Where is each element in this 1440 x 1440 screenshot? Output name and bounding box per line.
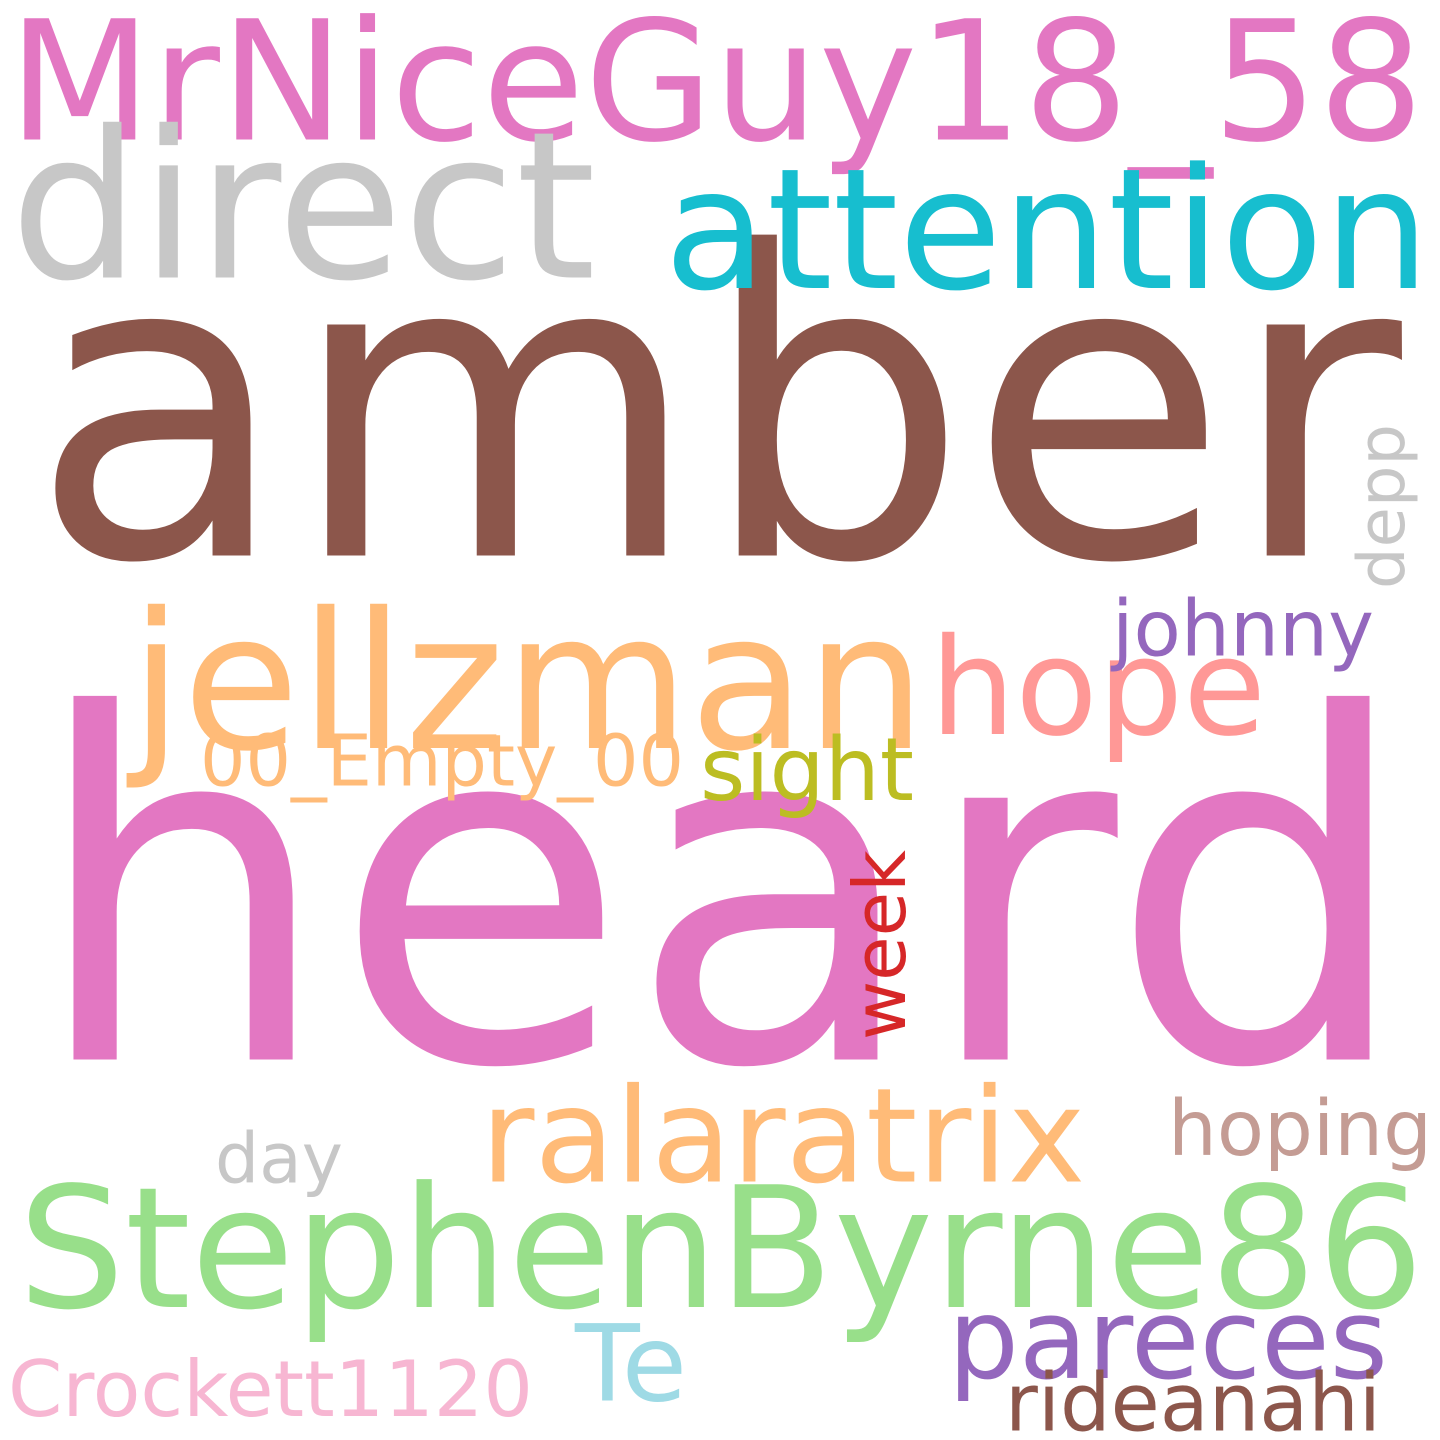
word-heard: heard — [30, 615, 1413, 1173]
word-te: Te — [575, 1303, 687, 1427]
word-crockett1120: Crockett1120 — [8, 1345, 533, 1435]
word-ralaratrix: ralaratrix — [480, 1059, 1086, 1213]
word-direct: direct — [10, 88, 596, 327]
word-rideanahi: rideanahi — [1005, 1356, 1381, 1440]
word-pareces: pareces — [948, 1275, 1388, 1405]
word-johnny: johnny — [1112, 584, 1374, 675]
word-attention: attention — [664, 132, 1430, 328]
word-jellzman: jellzman — [130, 572, 926, 793]
word-hoping: hoping — [1168, 1084, 1432, 1174]
word-day: day — [215, 1118, 343, 1200]
word-mrniceguy18-58: MrNiceGuy18_58 — [8, 0, 1424, 180]
word-week: week — [839, 850, 923, 1040]
word-depp: depp — [1344, 424, 1420, 589]
word-hope: hope — [930, 609, 1266, 766]
word-stephenbyrne86: StephenByrne86 — [18, 1151, 1424, 1347]
word-sight: sight — [700, 719, 914, 821]
word-00-empty-00: 00_Empty_00 — [200, 719, 685, 803]
word-amber: amber — [30, 163, 1402, 656]
